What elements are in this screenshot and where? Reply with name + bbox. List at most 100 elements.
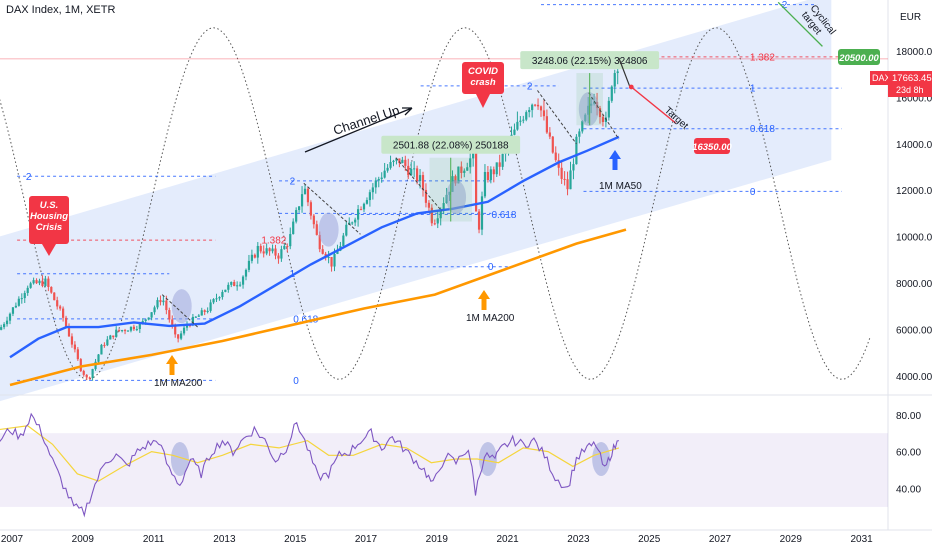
candle-down bbox=[315, 224, 318, 235]
candle-down bbox=[118, 329, 121, 331]
target-low-label: 16350.00 bbox=[692, 142, 732, 153]
price-tick-label-line: 12000.00 bbox=[896, 186, 932, 197]
candle-up bbox=[227, 284, 230, 290]
candle-up bbox=[236, 285, 239, 287]
rsi-tick-label-line: 80.00 bbox=[896, 411, 921, 422]
ma50-label-2023: 1M MA50 bbox=[599, 181, 642, 192]
candle-up bbox=[11, 307, 15, 314]
candle-down bbox=[536, 104, 540, 107]
candle-up bbox=[295, 210, 298, 222]
measure-gain-2023-label-line: 3248.06 (22.15%) 324806 bbox=[532, 56, 648, 67]
ma200-line bbox=[9, 228, 627, 387]
pullback-trendline bbox=[588, 92, 620, 140]
candle-up bbox=[466, 167, 469, 171]
candle-up bbox=[413, 168, 416, 170]
candle-down bbox=[548, 132, 551, 137]
candle-up bbox=[401, 159, 404, 164]
price-tick-label: 16000.00 bbox=[896, 93, 932, 104]
candle-up bbox=[29, 283, 32, 288]
year-tick-label-line: 2019 bbox=[426, 534, 449, 545]
candle-down bbox=[359, 209, 363, 211]
candle-down bbox=[88, 377, 91, 379]
candle-up bbox=[182, 327, 186, 334]
year-tick-label-line: 2027 bbox=[709, 534, 732, 545]
candle-up bbox=[457, 166, 460, 184]
year-tick-label-line: 2017 bbox=[355, 534, 378, 545]
year-tick-label: 2025 bbox=[638, 534, 661, 545]
candle-up bbox=[265, 248, 268, 254]
candle-down bbox=[103, 344, 106, 346]
pullback-trendline bbox=[161, 294, 198, 328]
covid-crash-label: crash bbox=[470, 77, 496, 88]
target-path-up bbox=[777, 1, 823, 47]
year-tick-label: 2007 bbox=[1, 534, 24, 545]
candle-up bbox=[8, 313, 12, 321]
fib-level-label-line: 0.618 bbox=[293, 314, 318, 325]
year-tick-label-line: 2029 bbox=[780, 534, 803, 545]
candle-up bbox=[26, 287, 29, 293]
candle-down bbox=[277, 255, 280, 259]
fib-level-label: 0.618 bbox=[491, 210, 516, 221]
candle-up bbox=[94, 361, 97, 370]
candle-up bbox=[197, 315, 200, 317]
candle-up bbox=[489, 169, 492, 180]
price-tick-label-line: 14000.00 bbox=[896, 140, 932, 151]
candle-up bbox=[386, 167, 389, 171]
price-tick-label-line: 4000.00 bbox=[896, 372, 932, 383]
candle-up bbox=[581, 121, 584, 132]
candle-down bbox=[404, 159, 407, 166]
rsi-band bbox=[0, 433, 888, 507]
price-tick-label: 6000.00 bbox=[896, 325, 932, 336]
candle-up bbox=[327, 257, 330, 259]
candle-up bbox=[23, 292, 26, 299]
fib-level-label-line: 2 bbox=[782, 0, 788, 11]
candle-up bbox=[32, 280, 35, 284]
candle-down bbox=[486, 172, 489, 180]
candle-up bbox=[135, 329, 138, 331]
candle-down bbox=[407, 165, 410, 176]
candle-down bbox=[498, 162, 501, 167]
price-tick-label: 10000.00 bbox=[896, 233, 932, 244]
price-tick-label-line: 8000.00 bbox=[896, 279, 932, 290]
target-point bbox=[628, 84, 634, 90]
candle-up bbox=[200, 310, 203, 316]
ma50-arrow-2023 bbox=[609, 150, 621, 170]
candle-up bbox=[368, 192, 371, 201]
candle-up bbox=[106, 339, 109, 346]
rsi-tick-label: 80.00 bbox=[896, 411, 921, 422]
candle-up bbox=[5, 320, 9, 325]
fib-level-label-line: 2 bbox=[26, 172, 32, 183]
year-tick-label-line: 2021 bbox=[496, 534, 519, 545]
year-tick-label-line: 2023 bbox=[567, 534, 590, 545]
fib-level-label-line: 0.618 bbox=[750, 124, 775, 135]
fib-level-label: 2 bbox=[290, 176, 296, 187]
candle-down bbox=[177, 334, 180, 339]
ma200-label-2011: 1M MA200 bbox=[154, 378, 203, 389]
measure-gain-2023-label: 3248.06 (22.15%) 324806 bbox=[532, 56, 648, 67]
price-tick-label: 14000.00 bbox=[896, 140, 932, 151]
rsi-highlight bbox=[478, 442, 497, 476]
candle-down bbox=[168, 310, 171, 320]
candle-up bbox=[185, 325, 189, 328]
price-tick-label-line: 18000.00 bbox=[896, 47, 932, 58]
target-path-down bbox=[630, 86, 676, 124]
candle-up bbox=[162, 300, 165, 303]
candle-up bbox=[298, 206, 301, 211]
candle-down bbox=[557, 160, 560, 168]
candle-down bbox=[85, 374, 88, 378]
candle-down bbox=[430, 207, 433, 224]
candle-down bbox=[416, 168, 419, 181]
candle-up bbox=[578, 131, 581, 137]
candle-down bbox=[233, 282, 236, 287]
candle-up bbox=[215, 298, 218, 300]
fib-level-label-line: 0 bbox=[488, 262, 494, 273]
pullback-trendline bbox=[303, 182, 361, 235]
candle-down bbox=[50, 286, 53, 293]
price-tick-label: 18000.00 bbox=[896, 47, 932, 58]
pullback-trendline bbox=[395, 157, 443, 212]
candle-up bbox=[126, 330, 130, 332]
fib-level-label: 1.382 bbox=[750, 52, 775, 63]
candle-down bbox=[560, 167, 563, 179]
